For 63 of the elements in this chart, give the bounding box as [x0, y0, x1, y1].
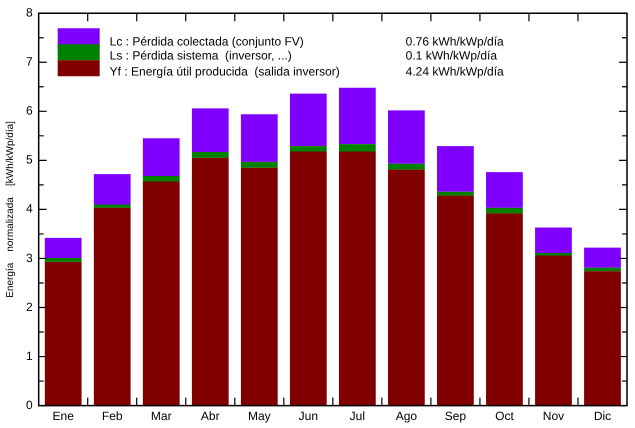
bar — [240, 168, 278, 406]
bar — [142, 181, 180, 406]
bar — [338, 88, 376, 144]
y-tick-label: 3 — [26, 250, 33, 265]
bar — [535, 253, 572, 256]
y-tick-label: 7 — [26, 54, 33, 69]
bar — [486, 172, 523, 208]
x-tick-label: May — [248, 409, 271, 424]
bar — [486, 208, 523, 214]
bar — [388, 110, 425, 164]
bar — [535, 256, 572, 406]
y-axis-title: Energía normalizada [kWh/kWp/día] — [4, 120, 16, 298]
x-tick-label: Dic — [594, 409, 612, 424]
bar — [142, 138, 180, 176]
annotation: 0.76 kWh/kWp/día — [406, 34, 504, 49]
x-tick-label: Feb — [102, 409, 123, 424]
annotation: 0.1 kWh/kWp/día — [406, 48, 498, 63]
legend-label: Lc : Pérdida colectada (conjunto FV) — [110, 34, 304, 49]
y-tick-label: 1 — [26, 348, 33, 363]
y-tick-label: 5 — [26, 152, 33, 167]
bar — [338, 152, 376, 406]
bar — [290, 152, 327, 406]
bar — [142, 176, 180, 182]
bar — [437, 196, 474, 406]
bar — [192, 158, 229, 406]
x-tick-label: Jul — [350, 409, 366, 424]
bar — [44, 258, 82, 262]
bar — [437, 146, 474, 192]
bar — [535, 228, 572, 254]
x-tick-label: Nov — [542, 409, 564, 424]
y-tick-label: 6 — [26, 104, 33, 118]
x-tick-label: Oct — [495, 409, 514, 424]
x-tick-label: Ago — [396, 409, 418, 424]
bar — [94, 204, 131, 208]
legend-label: Yf : Energía útil producida (salida inversor) — [110, 64, 340, 79]
bar — [388, 164, 425, 170]
bar — [437, 192, 474, 196]
bar — [486, 213, 523, 406]
annotation: 4.24 kWh/kWp/día — [406, 64, 504, 79]
x-tick-label: Mar — [150, 409, 172, 424]
bar — [44, 238, 82, 258]
bar — [338, 144, 376, 152]
bar — [192, 152, 229, 158]
bar — [94, 174, 131, 204]
y-tick-label: 4 — [26, 202, 33, 216]
bar — [290, 94, 327, 146]
bar — [44, 262, 82, 406]
legend-label: Ls : Pérdida sistema (inversor, ...) — [110, 48, 292, 63]
x-tick-label: Sep — [444, 409, 466, 424]
x-tick-label: Abr — [200, 409, 220, 424]
bar — [290, 146, 327, 152]
bar — [388, 170, 425, 406]
x-tick-label: Jun — [298, 409, 318, 424]
x-tick-label: Ene — [52, 409, 74, 424]
bar — [240, 114, 278, 162]
bar — [94, 208, 131, 406]
bar — [192, 108, 229, 152]
bar — [584, 248, 621, 268]
bar — [584, 271, 621, 406]
y-tick-label: 2 — [26, 300, 33, 314]
y-tick-label: 0 — [26, 398, 33, 412]
y-tick-label: 8 — [26, 6, 33, 20]
bar — [240, 162, 278, 168]
